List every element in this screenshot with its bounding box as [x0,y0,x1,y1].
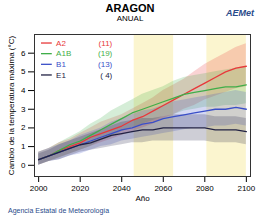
svg-text:5: 5 [21,67,26,76]
html-text:ANUAL: ANUAL [116,14,144,23]
svg-text:2020: 2020 [71,184,89,193]
svg-text:B1: B1 [56,60,66,69]
svg-text:2000: 2000 [30,184,48,193]
svg-text:E1: E1 [56,71,66,80]
svg-text:A2: A2 [56,39,66,48]
svg-text:Año: Año [135,194,150,203]
html-text:AEMet: AEMet [226,8,254,18]
svg-text:A1B: A1B [56,49,71,58]
svg-text:2060: 2060 [154,184,172,193]
svg-text:6: 6 [21,49,26,58]
svg-text:2040: 2040 [113,184,131,193]
svg-text:(13): (13) [98,60,113,69]
svg-text:2080: 2080 [196,184,214,193]
svg-text:4: 4 [21,86,26,95]
html-text:ARAGON: ARAGON [105,2,155,14]
svg-text:0: 0 [21,161,26,170]
html-text:Agencia Estatal de Meteorologí: Agencia Estatal de Meteorología [8,207,110,214]
svg-text:(19): (19) [98,49,113,58]
svg-text:Cambio de la temperatura máxim: Cambio de la temperatura máxima (°C) [7,36,16,176]
svg-text:( 4): ( 4) [100,71,112,80]
svg-text:1: 1 [21,142,26,151]
svg-text:2: 2 [21,123,26,132]
svg-text:3: 3 [21,105,26,114]
svg-text:(11): (11) [99,39,113,48]
svg-text:2100: 2100 [237,184,255,193]
